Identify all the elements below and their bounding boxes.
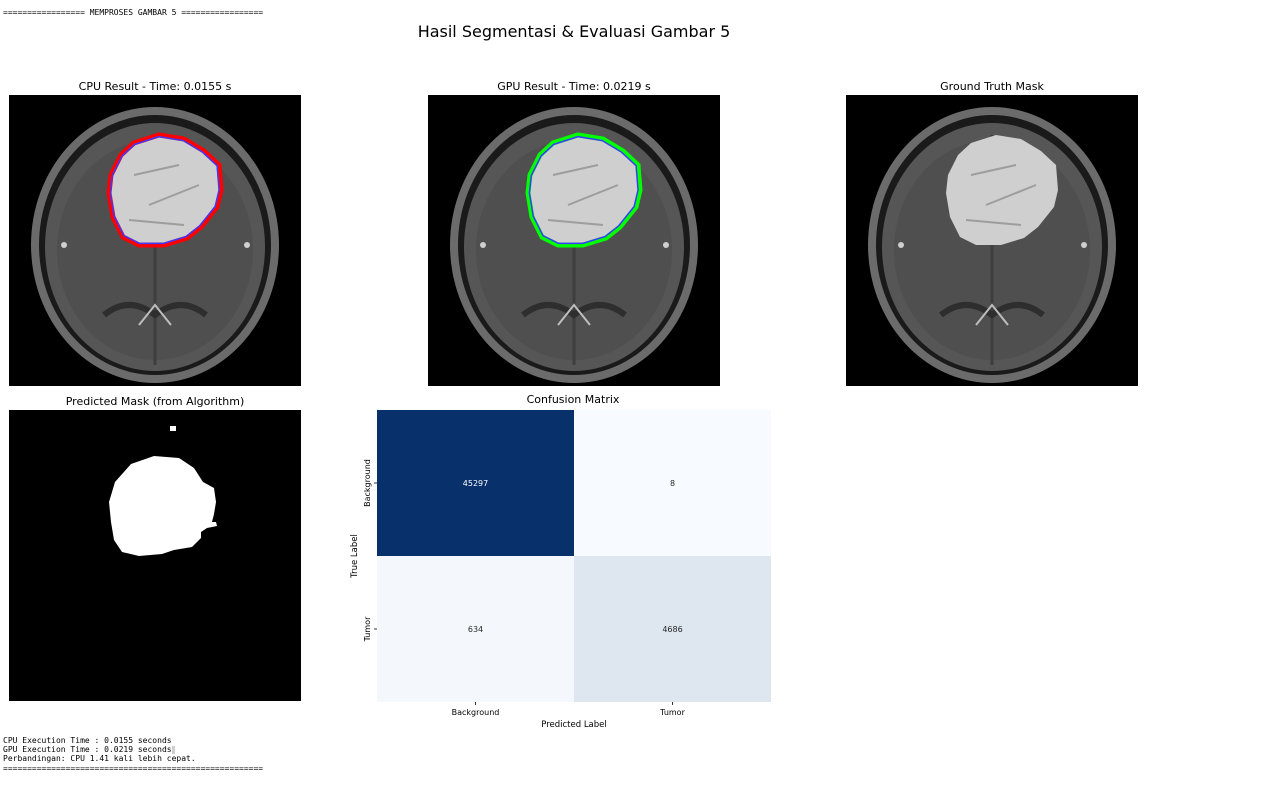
- mri-scan-graphic: [428, 95, 720, 386]
- confusion-matrix-cell: [574, 410, 771, 556]
- text-cursor: [171, 745, 175, 754]
- figure-title: Hasil Segmentasi & Evaluasi Gambar 5: [417, 22, 731, 41]
- predicted-mask-panel-title: Predicted Mask (from Algorithm): [65, 395, 245, 408]
- console-line-cpu-time: CPU Execution Time : 0.0155 seconds: [3, 736, 172, 745]
- x-tick-label: Tumor: [659, 708, 685, 717]
- gpu-contour: [525, 132, 643, 248]
- cpu-result-image: [9, 95, 301, 386]
- ground-truth-panel-title: Ground Truth Mask: [940, 80, 1044, 93]
- x-tick-label: Background: [452, 708, 500, 717]
- console-line-comparison: Perbandingan: CPU 1.41 kali lebih cepat.: [3, 754, 196, 763]
- gpu-result-image: [428, 95, 720, 386]
- ground-truth-image: [846, 95, 1138, 386]
- y-tick-label: Background: [363, 459, 372, 507]
- confusion-matrix-chart: Confusion Matrix 45297 8 634 4686 Backgroun…: [350, 393, 771, 730]
- x-axis-label: Predicted Label: [541, 720, 607, 730]
- inner-contour: [528, 135, 639, 245]
- predicted-mask-image: [9, 410, 301, 701]
- cpu-contour: [106, 132, 224, 248]
- confusion-matrix-value: 4686: [662, 625, 682, 634]
- confusion-matrix-value: 45297: [463, 479, 488, 488]
- y-axis-label: True Label: [350, 534, 360, 579]
- confusion-matrix-title: Confusion Matrix: [527, 393, 620, 406]
- mri-scan-graphic: [846, 95, 1138, 386]
- predicted-tumor-mask: [109, 456, 217, 556]
- inner-contour: [109, 135, 220, 245]
- confusion-matrix-value: 8: [670, 479, 675, 488]
- predicted-noise-blob: [170, 426, 176, 431]
- cpu-panel-title: CPU Result - Time: 0.0155 s: [78, 80, 232, 93]
- confusion-matrix-value: 634: [468, 625, 483, 634]
- gpu-panel-title: GPU Result - Time: 0.0219 s: [497, 80, 651, 93]
- confusion-matrix-cell: [377, 410, 574, 556]
- confusion-matrix-cell: [574, 556, 771, 702]
- confusion-matrix-cell: [377, 556, 574, 702]
- y-tick-label: Tumor: [363, 616, 372, 642]
- console-header: ================= MEMPROSES GAMBAR 5 ===…: [3, 8, 264, 17]
- console-line-gpu-time: GPU Execution Time : 0.0219 seconds: [3, 745, 175, 754]
- console-footer: ========================================…: [3, 764, 264, 773]
